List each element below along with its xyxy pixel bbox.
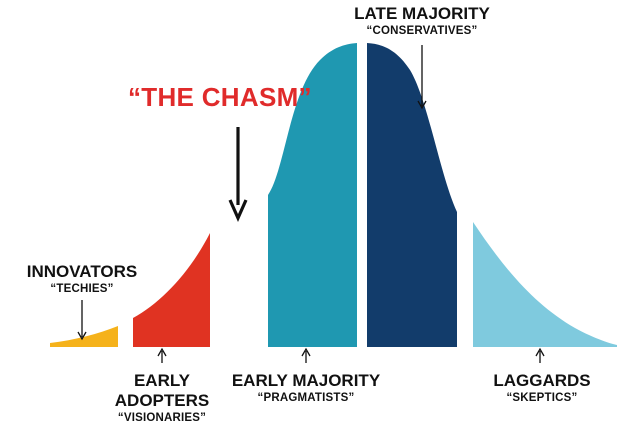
early-adopters-segment xyxy=(133,233,210,347)
late-majority-subtitle: “CONSERVATIVES” xyxy=(366,25,478,37)
early-adopters-title-line1: EARLY xyxy=(133,371,191,390)
chasm-arrow xyxy=(228,127,248,222)
early-majority-title: EARLY MAJORITY xyxy=(231,371,381,390)
late-majority-segment xyxy=(367,43,457,347)
early-majority-segment xyxy=(268,43,357,347)
innovators-arrow xyxy=(77,300,87,341)
laggards-arrow xyxy=(535,347,545,363)
early-majority-subtitle: “PRAGMATISTS” xyxy=(257,392,355,404)
chasm-title: “THE CHASM” xyxy=(128,82,312,112)
innovators-label: INNOVATORS “TECHIES” xyxy=(14,262,150,296)
early-adopters-subtitle: “VISIONARIES” xyxy=(117,412,207,424)
early-majority-arrow xyxy=(301,347,311,363)
early-adopters-label: EARLY ADOPTERS “VISIONARIES” xyxy=(100,371,224,425)
laggards-label: LAGGARDS “SKEPTICS” xyxy=(484,371,600,405)
laggards-segment xyxy=(473,222,617,347)
late-majority-arrow xyxy=(417,45,427,110)
laggards-title: LAGGARDS xyxy=(493,371,591,390)
early-adopters-arrow xyxy=(157,347,167,363)
early-majority-label: EARLY MAJORITY “PRAGMATISTS” xyxy=(226,371,386,405)
innovators-subtitle: “TECHIES” xyxy=(50,283,114,295)
innovators-segment xyxy=(50,326,118,347)
late-majority-label: LATE MAJORITY “CONSERVATIVES” xyxy=(337,4,507,38)
laggards-subtitle: “SKEPTICS” xyxy=(506,392,578,404)
innovators-title: INNOVATORS xyxy=(26,262,138,281)
early-adopters-title-line2: ADOPTERS xyxy=(114,391,210,410)
late-majority-title: LATE MAJORITY xyxy=(354,4,490,23)
